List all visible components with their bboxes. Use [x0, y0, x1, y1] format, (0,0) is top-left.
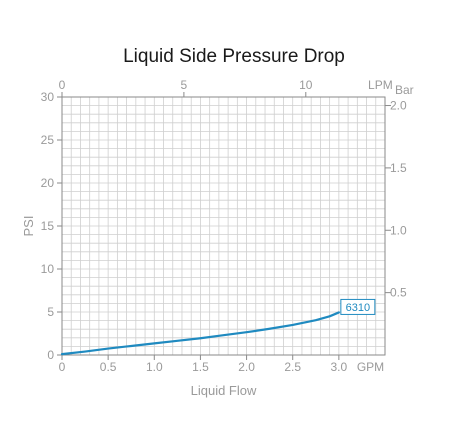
x-tick-label: 3.0: [331, 360, 348, 374]
x-tick-label: 1.0: [146, 360, 163, 374]
series-line: [60, 311, 340, 356]
x-tick-label: 1.5: [192, 360, 209, 374]
x-tick-label: 2.5: [284, 360, 301, 374]
y-right-unit-label: Bar: [395, 83, 414, 97]
chart-title: Liquid Side Pressure Drop: [123, 46, 345, 67]
y-tick-label: 15: [41, 219, 55, 233]
y-tick-label: 25: [41, 133, 55, 147]
x-top-tick-label: 10: [299, 78, 313, 92]
y-tick-label: 30: [41, 90, 55, 104]
grid: [62, 97, 385, 355]
x-top-tick-label: 0: [59, 78, 66, 92]
x-tick-label: 0.5: [100, 360, 117, 374]
y-right-tick-label: 0.5: [390, 286, 407, 300]
x-unit-label: GPM: [357, 360, 384, 374]
series-label-box: [340, 298, 376, 315]
x-top-unit-label: LPM: [368, 78, 393, 92]
y-tick-label: 0: [47, 348, 54, 362]
y-right-tick-label: 1.0: [390, 223, 407, 237]
y-axis-label: PSI: [21, 216, 36, 237]
y-right-tick-label: 2.0: [390, 99, 407, 113]
x-tick-label: 2.0: [238, 360, 255, 374]
x-axis-label: Liquid Flow: [191, 383, 257, 398]
y-tick-label: 5: [47, 305, 54, 319]
x-tick-label: 0: [59, 360, 66, 374]
y-tick-label: 20: [41, 176, 55, 190]
y-tick-label: 10: [41, 262, 55, 276]
x-top-tick-label: 5: [181, 78, 188, 92]
series-label: 6310: [346, 302, 370, 314]
y-right-tick-label: 1.5: [390, 161, 407, 175]
